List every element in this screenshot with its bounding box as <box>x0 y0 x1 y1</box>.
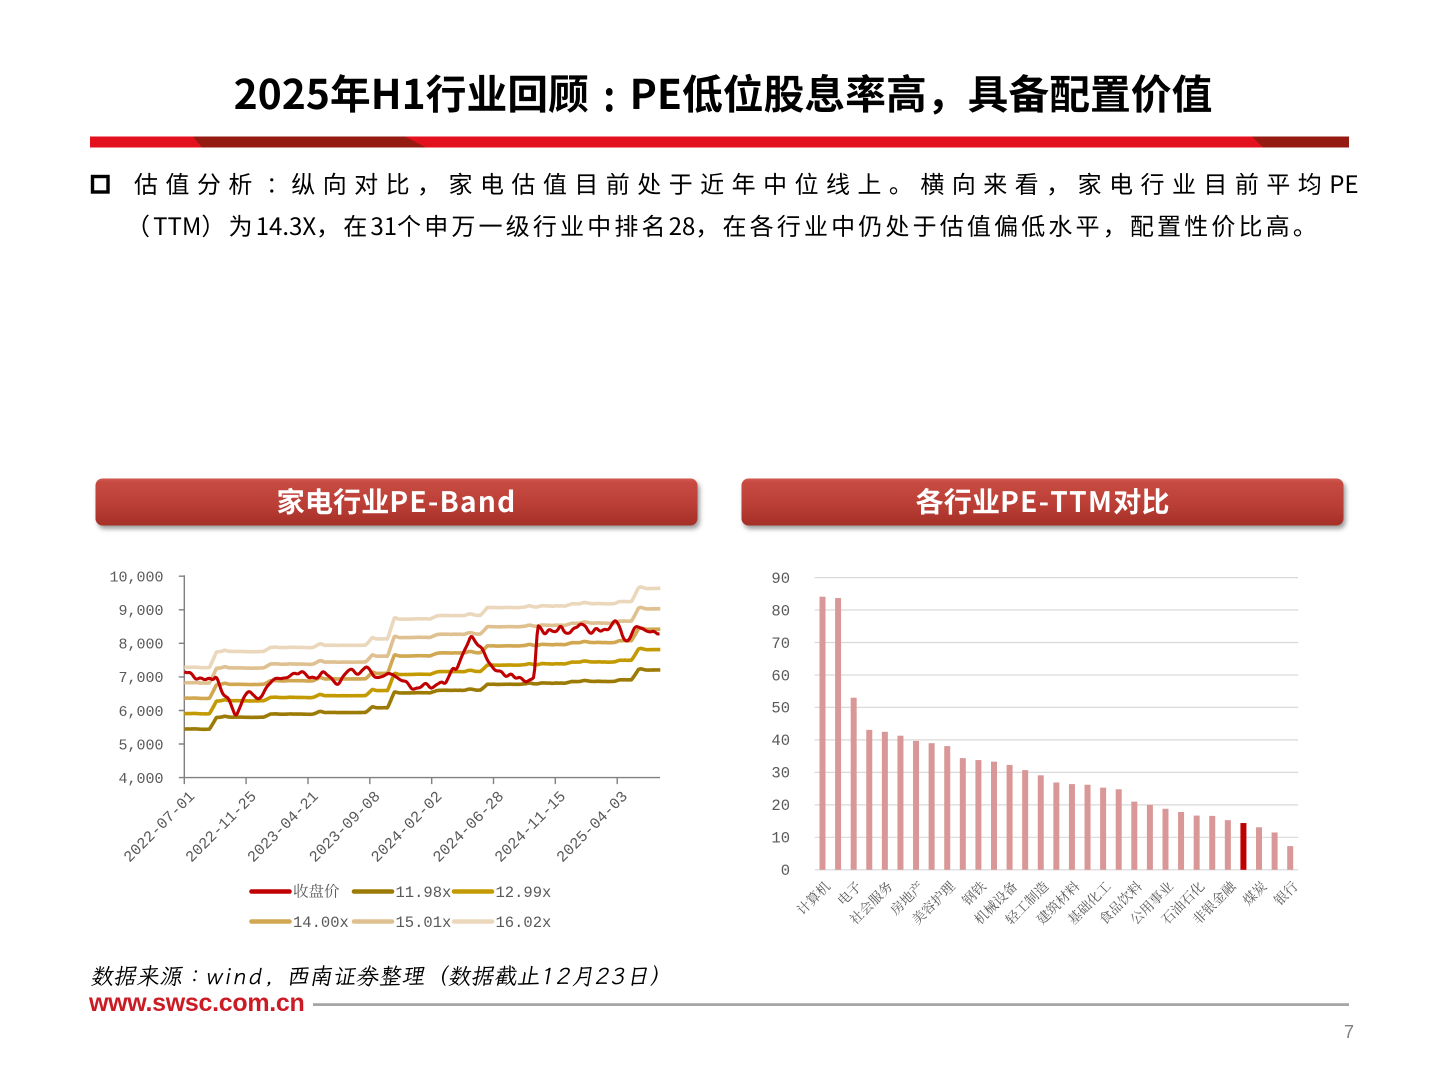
svg-text:70: 70 <box>771 635 790 653</box>
svg-text:30: 30 <box>771 765 790 783</box>
svg-text:60: 60 <box>771 667 790 685</box>
svg-text:11.98x: 11.98x <box>396 884 452 902</box>
svg-text:www.swsc.com.cn: www.swsc.com.cn <box>88 989 304 1017</box>
svg-text:8,000: 8,000 <box>118 637 163 654</box>
svg-text:15.01x: 15.01x <box>396 914 452 932</box>
svg-text:20: 20 <box>771 797 790 815</box>
svg-text:4,000: 4,000 <box>118 771 163 788</box>
svg-text:16.02x: 16.02x <box>496 914 552 932</box>
svg-text:10: 10 <box>771 830 790 848</box>
svg-text:80: 80 <box>771 602 790 620</box>
svg-text:50: 50 <box>771 700 790 718</box>
svg-text:7,000: 7,000 <box>118 670 163 687</box>
svg-text:6,000: 6,000 <box>118 704 163 721</box>
svg-text:9,000: 9,000 <box>118 603 163 620</box>
svg-text:10,000: 10,000 <box>109 570 163 587</box>
svg-text:5,000: 5,000 <box>118 737 163 754</box>
svg-text:7: 7 <box>1344 1022 1354 1042</box>
svg-text:12.99x: 12.99x <box>496 884 552 902</box>
svg-text:90: 90 <box>771 570 790 588</box>
svg-text:0: 0 <box>781 862 790 880</box>
svg-text:40: 40 <box>771 732 790 750</box>
svg-text:14.00x: 14.00x <box>293 914 349 932</box>
